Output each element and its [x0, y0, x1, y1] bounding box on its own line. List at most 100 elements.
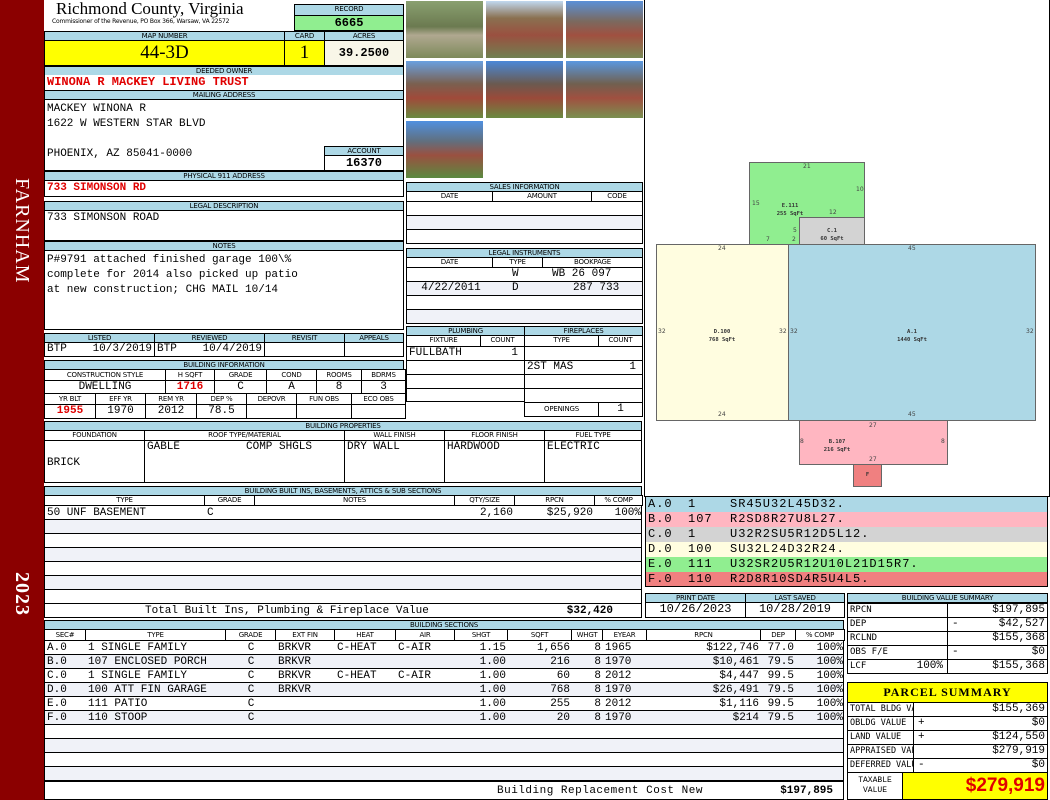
sign: -: [952, 646, 959, 658]
building-info-value: 1970: [95, 404, 146, 419]
instrument-type: D: [512, 282, 519, 294]
legend-path: U32SR2U5R12U10L21D15R7.: [730, 557, 919, 571]
sketch-label-a: A.1 1440 SqFt: [897, 329, 927, 343]
value-summary-label: RCLND: [847, 631, 948, 646]
section-cell: 1,656: [536, 642, 570, 654]
replacement-cost-value: $197,895: [780, 785, 833, 797]
property-photo[interactable]: [405, 120, 484, 179]
openings-value: 1: [598, 402, 643, 417]
building-info-value: A: [266, 380, 317, 394]
section-cell: $122,746: [706, 642, 759, 654]
section-row: [44, 766, 844, 781]
dimension: 15: [752, 200, 760, 207]
section-cell: C: [247, 642, 255, 654]
section-cell: 100%: [816, 670, 843, 682]
card-number: 1: [284, 40, 325, 66]
builtins-total-row: Total Built Ins, Plumbing & Fireplace Va…: [44, 603, 642, 618]
building-info-value: DWELLING: [44, 380, 166, 394]
building-info-value: 8: [316, 380, 362, 394]
builtins-row: 50 UNF BASEMENT C 2,160 $25,920 100%: [44, 505, 642, 520]
builtins-total-label: Total Built Ins, Plumbing & Fireplace Va…: [145, 605, 429, 617]
legal-description: 733 SIMONSON ROAD: [44, 210, 404, 241]
fireplace-row: [524, 346, 643, 361]
wall-finish-value: DRY WALL: [344, 440, 445, 483]
sketch-label-b: B.107 216 SqFt: [823, 439, 851, 453]
dimension: 10: [856, 186, 864, 193]
value-summary-value: $0-: [947, 645, 1048, 660]
legend-code: 1: [688, 497, 697, 511]
section-cell: C-HEAT: [337, 642, 377, 654]
section-cell: 100%: [816, 712, 843, 724]
sign: +: [918, 731, 925, 743]
dimension: 32: [1026, 328, 1034, 335]
section-cell: $214: [732, 712, 759, 724]
print-date: 10/26/2023: [645, 602, 746, 618]
section-cell: C: [247, 712, 255, 724]
mail-line: 1622 W WESTERN STAR BLVD: [47, 118, 206, 130]
section-cell: 111 PATIO: [88, 698, 148, 710]
section-cell: 1965: [605, 642, 632, 654]
section-cell: 100 ATT FIN GARAGE: [88, 684, 207, 696]
section-cell: 8: [594, 656, 601, 668]
parcel-summary-label: APPRAISED VALUE: [847, 744, 914, 759]
sketch-area-d: [656, 244, 789, 421]
parcel-summary-label: DEFERRED VALUE: [847, 758, 914, 773]
section-cell: 1970: [605, 656, 632, 668]
mail-line: [47, 132, 401, 147]
section-cell: 99.5: [767, 698, 794, 710]
section-row: [44, 738, 844, 753]
section-cell: C.0: [47, 670, 67, 682]
listed-date: 10/3/2019: [92, 343, 152, 355]
fireplace-type: 2ST MAS: [527, 361, 574, 373]
dimension: 8: [800, 438, 804, 445]
foundation-value: BRICK: [44, 440, 145, 483]
legend-code: 111: [688, 557, 713, 571]
value-summary-label: LCF 100%: [847, 659, 948, 674]
acres-value: 39.2500: [324, 40, 404, 66]
note-line: P#9791 attached finished garage 100\%: [47, 254, 292, 266]
section-cell: 77.0: [767, 642, 794, 654]
building-info-value: 1716: [165, 380, 215, 394]
property-photo[interactable]: [565, 0, 644, 59]
listed-value: BTP 10/3/2019: [44, 342, 155, 357]
section-cell: 1.15: [479, 642, 506, 654]
section-cell: 1970: [605, 684, 632, 696]
section-cell: C: [247, 684, 255, 696]
legend-section: E.0: [648, 557, 673, 571]
section-cell: 110 STOOP: [88, 712, 148, 724]
dimension: 2: [792, 236, 796, 243]
property-photo[interactable]: [565, 60, 644, 119]
building-value-summary-label: BUILDING VALUE SUMMARY: [847, 593, 1048, 603]
dimension: 32: [790, 328, 798, 335]
property-photo[interactable]: [485, 60, 564, 119]
section-cell: 1.00: [479, 670, 506, 682]
sales-row: [406, 215, 643, 230]
sketch-legend-row: B.0 107 R2SD8R27U8L27.: [645, 512, 1048, 527]
sketch-legend-row: F.0 110 R2D8R10SD4R5U4L5.: [645, 572, 1048, 587]
fireplace-row: [524, 374, 643, 389]
taxable-value-label: TAXABLE VALUE: [847, 772, 903, 800]
legend-path: U32R2SU5R12D5L12.: [730, 527, 870, 541]
reviewed-date: 10/4/2019: [202, 343, 262, 355]
section-cell: 1 SINGLE FAMILY: [88, 642, 188, 654]
section-cell: 2012: [605, 670, 632, 682]
section-row: F.0 110 STOOP C 1.00 20 8 1970 $214 79.5 100%: [44, 710, 844, 725]
section-cell: 8: [594, 712, 601, 724]
note-line: complete for 2014 also picked up patio: [47, 269, 298, 281]
property-photo[interactable]: [405, 60, 484, 119]
mail-line: PHOENIX, AZ 85041-0000: [47, 148, 193, 160]
property-photo[interactable]: [485, 0, 564, 59]
fireplace-row: 2ST MAS 1: [524, 360, 643, 375]
instrument-row: [406, 295, 643, 310]
dimension: 24: [718, 245, 726, 252]
property-photo[interactable]: [405, 0, 484, 59]
section-cell: 1 SINGLE FAMILY: [88, 670, 188, 682]
dimension: 5: [793, 227, 797, 234]
section-cell: BRKVR: [278, 642, 312, 654]
sections-total-row: Building Replacement Cost New $197,895: [44, 781, 844, 800]
section-cell: 100%: [816, 698, 843, 710]
sketch-area-b: [799, 420, 948, 465]
legend-code: 107: [688, 512, 713, 526]
county-title: Richmond County, Virginia: [56, 0, 244, 18]
section-cell: D.0: [47, 684, 67, 696]
